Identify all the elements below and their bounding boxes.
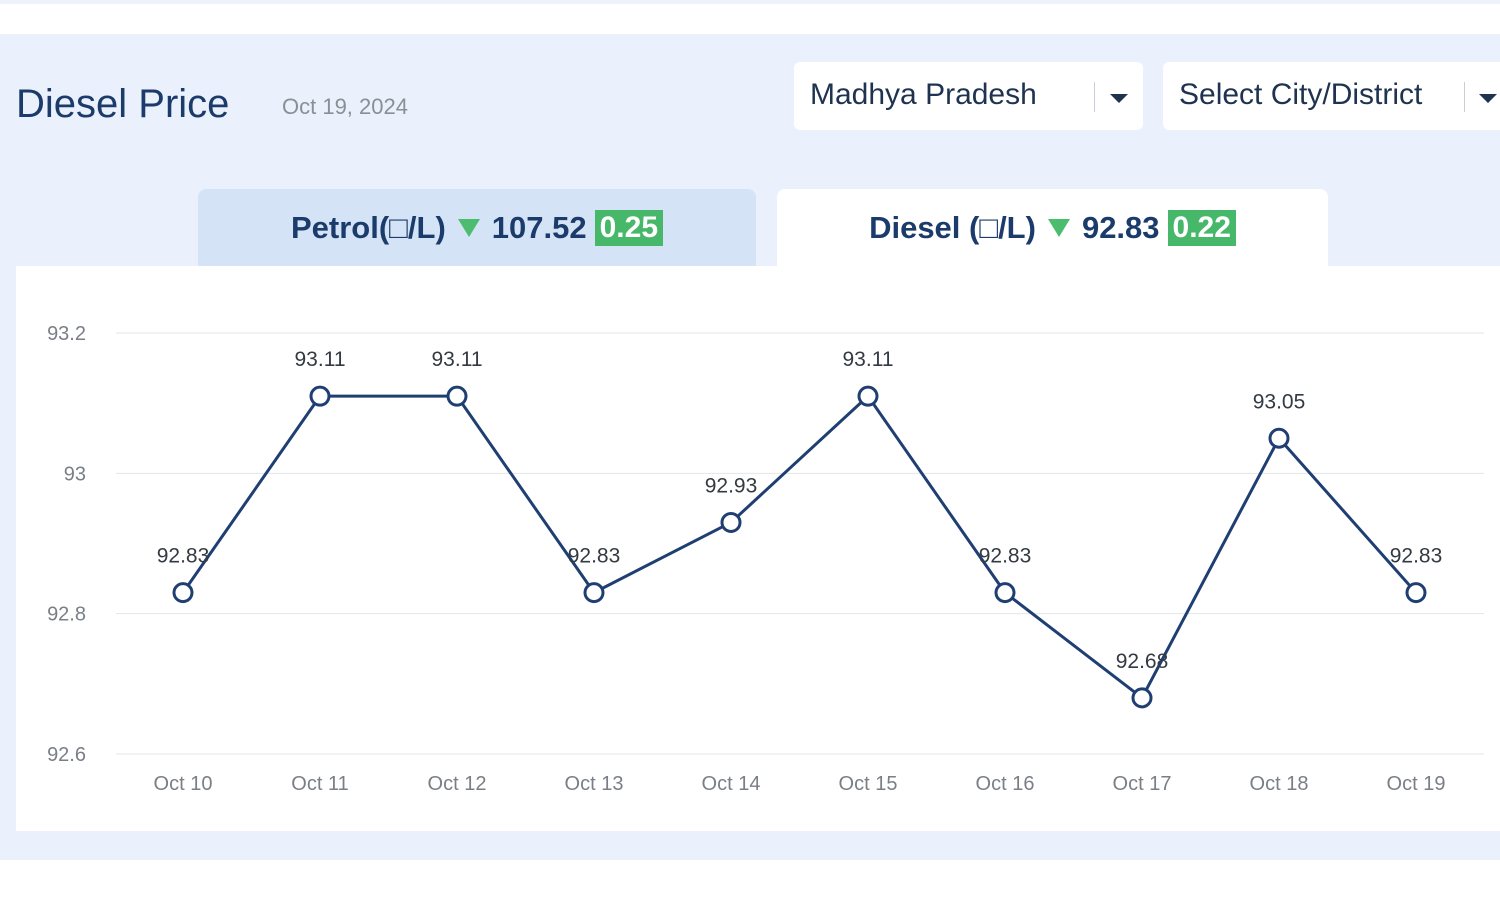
tab-diesel[interactable]: Diesel (□/L) 92.83 0.22 xyxy=(777,189,1328,267)
x-tick-label: Oct 14 xyxy=(702,773,761,795)
data-label: 92.83 xyxy=(979,545,1032,568)
data-label: 93.11 xyxy=(843,348,894,371)
state-select-divider xyxy=(1094,82,1095,112)
data-label: 92.68 xyxy=(1116,650,1169,673)
data-point xyxy=(994,582,1016,604)
y-tick-label: 92.8 xyxy=(47,604,86,626)
tab-petrol-price: 107.52 xyxy=(491,210,587,245)
data-label: 92.83 xyxy=(157,545,210,568)
chevron-down-icon xyxy=(1110,94,1128,103)
chevron-down-icon xyxy=(1479,94,1497,103)
top-strip xyxy=(0,0,1500,4)
x-tick-label: Oct 13 xyxy=(565,773,624,795)
city-select[interactable]: Select City/District xyxy=(1163,62,1500,130)
data-label: 93.05 xyxy=(1253,390,1306,413)
data-label: 92.83 xyxy=(1390,545,1443,568)
tab-diesel-label: Diesel (□/L) xyxy=(869,210,1036,245)
city-select-divider xyxy=(1464,82,1465,112)
down-arrow-icon xyxy=(457,219,480,237)
state-select[interactable]: Madhya Pradesh xyxy=(794,62,1143,130)
data-label: 93.11 xyxy=(432,348,483,371)
state-select-value: Madhya Pradesh xyxy=(810,78,1037,111)
tab-diesel-price: 92.83 xyxy=(1081,210,1160,245)
page-title: Diesel Price xyxy=(16,82,230,126)
y-tick-label: 92.6 xyxy=(47,744,86,766)
data-point xyxy=(1405,582,1427,604)
data-point xyxy=(720,511,742,533)
x-tick-label: Oct 16 xyxy=(976,773,1035,795)
tab-diesel-change-badge: 0.22 xyxy=(1167,210,1236,246)
tab-petrol-change-badge: 0.25 xyxy=(594,210,663,246)
price-line-chart: 92.6 92.8 93 93.2 Oct 10 Oct 11 Oct 12 Oct 13 Oc… xyxy=(47,323,1484,795)
x-tick-label: Oct 15 xyxy=(839,773,898,795)
data-label: 92.93 xyxy=(705,474,758,497)
data-label: 93.11 xyxy=(295,348,346,371)
series-line xyxy=(181,394,1418,700)
x-tick-label: Oct 19 xyxy=(1387,773,1446,795)
x-tick-label: Oct 17 xyxy=(1113,773,1172,795)
data-point xyxy=(172,582,194,604)
down-arrow-icon xyxy=(1047,219,1070,237)
data-point xyxy=(446,385,468,407)
x-tick-label: Oct 12 xyxy=(428,773,487,795)
y-tick-label: 93 xyxy=(64,463,86,485)
data-point xyxy=(857,385,879,407)
tab-petrol[interactable]: Petrol(□/L) 107.52 0.25 xyxy=(198,189,756,267)
data-point xyxy=(1131,687,1153,709)
y-tick-label: 93.2 xyxy=(47,323,86,345)
city-select-value: Select City/District xyxy=(1179,78,1423,111)
data-point xyxy=(309,385,331,407)
data-point xyxy=(583,582,605,604)
x-tick-label: Oct 10 xyxy=(154,773,213,795)
data-label: 92.83 xyxy=(568,545,621,568)
x-tick-label: Oct 18 xyxy=(1250,773,1309,795)
price-date: Oct 19, 2024 xyxy=(282,94,408,119)
x-tick-label: Oct 11 xyxy=(291,773,348,795)
chart-card: 92.6 92.8 93 93.2 Oct 10 Oct 11 Oct 12 Oct 13 Oc… xyxy=(16,266,1500,831)
tab-petrol-label: Petrol(□/L) xyxy=(291,210,446,245)
data-point xyxy=(1268,427,1290,449)
